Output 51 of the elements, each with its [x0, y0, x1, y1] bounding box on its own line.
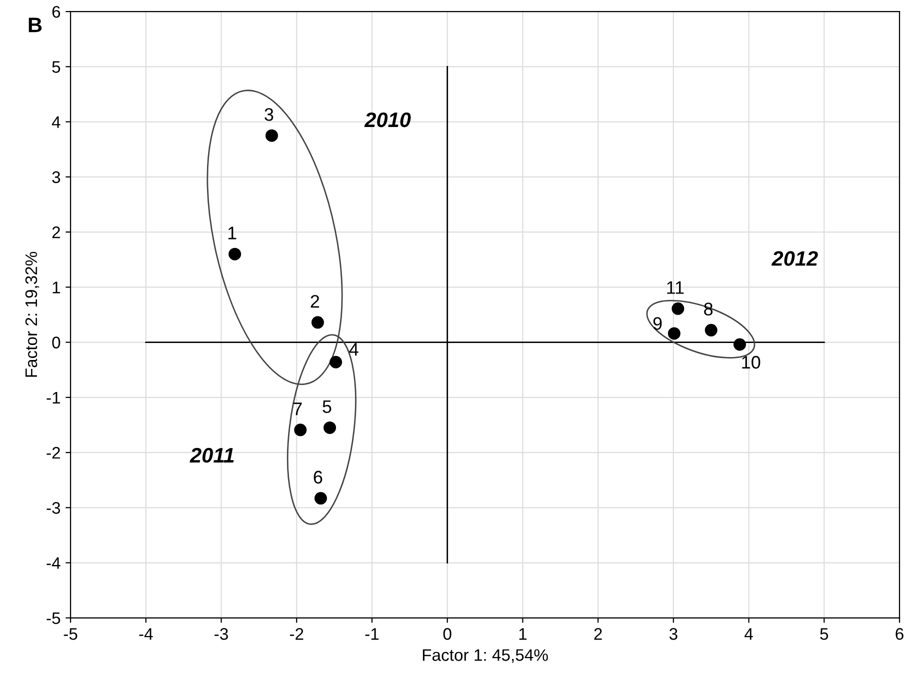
point [324, 421, 336, 434]
point [672, 302, 684, 315]
y-tick-label: -3 [46, 502, 60, 514]
annotation: 7 [294, 402, 302, 416]
point [311, 316, 324, 329]
y-tick-label: 3 [52, 171, 60, 184]
x-tick-label: 1 [519, 628, 527, 640]
y-tick-label: 0 [52, 336, 60, 348]
annotation: 2011 [190, 448, 234, 463]
x-tick-label: -3 [214, 628, 228, 640]
y-tick-label: -1 [46, 392, 60, 404]
chart-title: B [28, 18, 42, 32]
y-tick-label: -5 [46, 612, 60, 624]
point [266, 129, 278, 142]
annotation: 2 [310, 294, 320, 308]
y-tick-label: -4 [46, 557, 60, 569]
x-axis-title: Factor 1: 45,54% [422, 649, 548, 663]
annotation: 9 [653, 317, 662, 330]
point [733, 338, 746, 351]
annotation: 2012 [771, 251, 818, 266]
y-tick-label: 1 [52, 282, 60, 294]
point [330, 356, 342, 368]
y-tick-label: 2 [52, 226, 60, 238]
point [668, 327, 680, 340]
y-axis-title: Factor 2: 19,32% [25, 252, 40, 377]
y-tick-label: -2 [46, 446, 60, 459]
x-tick-label: -2 [290, 628, 304, 640]
x-tick-label: -4 [139, 628, 153, 640]
x-tick-label: 6 [896, 628, 904, 640]
y-tick-label: 5 [52, 61, 60, 73]
point [294, 424, 307, 436]
annotation: 5 [322, 400, 332, 414]
point [704, 324, 718, 336]
y-tick-label: 6 [52, 6, 60, 18]
x-tick-label: 5 [820, 628, 828, 640]
point [228, 248, 242, 260]
annotation: 11 [667, 281, 684, 294]
annotation: 2010 [364, 112, 411, 128]
x-tick-label: 4 [744, 628, 753, 640]
y-tick-label: 4 [52, 116, 60, 128]
x-tick-label: 2 [594, 628, 602, 640]
annotation: 4 [349, 343, 358, 356]
annotation: 10 [742, 356, 760, 369]
x-tick-label: 0 [443, 628, 452, 640]
x-tick-label: -5 [64, 628, 78, 640]
x-tick-label: 3 [669, 628, 678, 640]
annotation: 3 [264, 108, 274, 121]
point [314, 492, 327, 505]
annotation: 6 [314, 470, 322, 484]
x-tick-label: -1 [365, 628, 379, 640]
annotation: 1 [228, 226, 236, 240]
